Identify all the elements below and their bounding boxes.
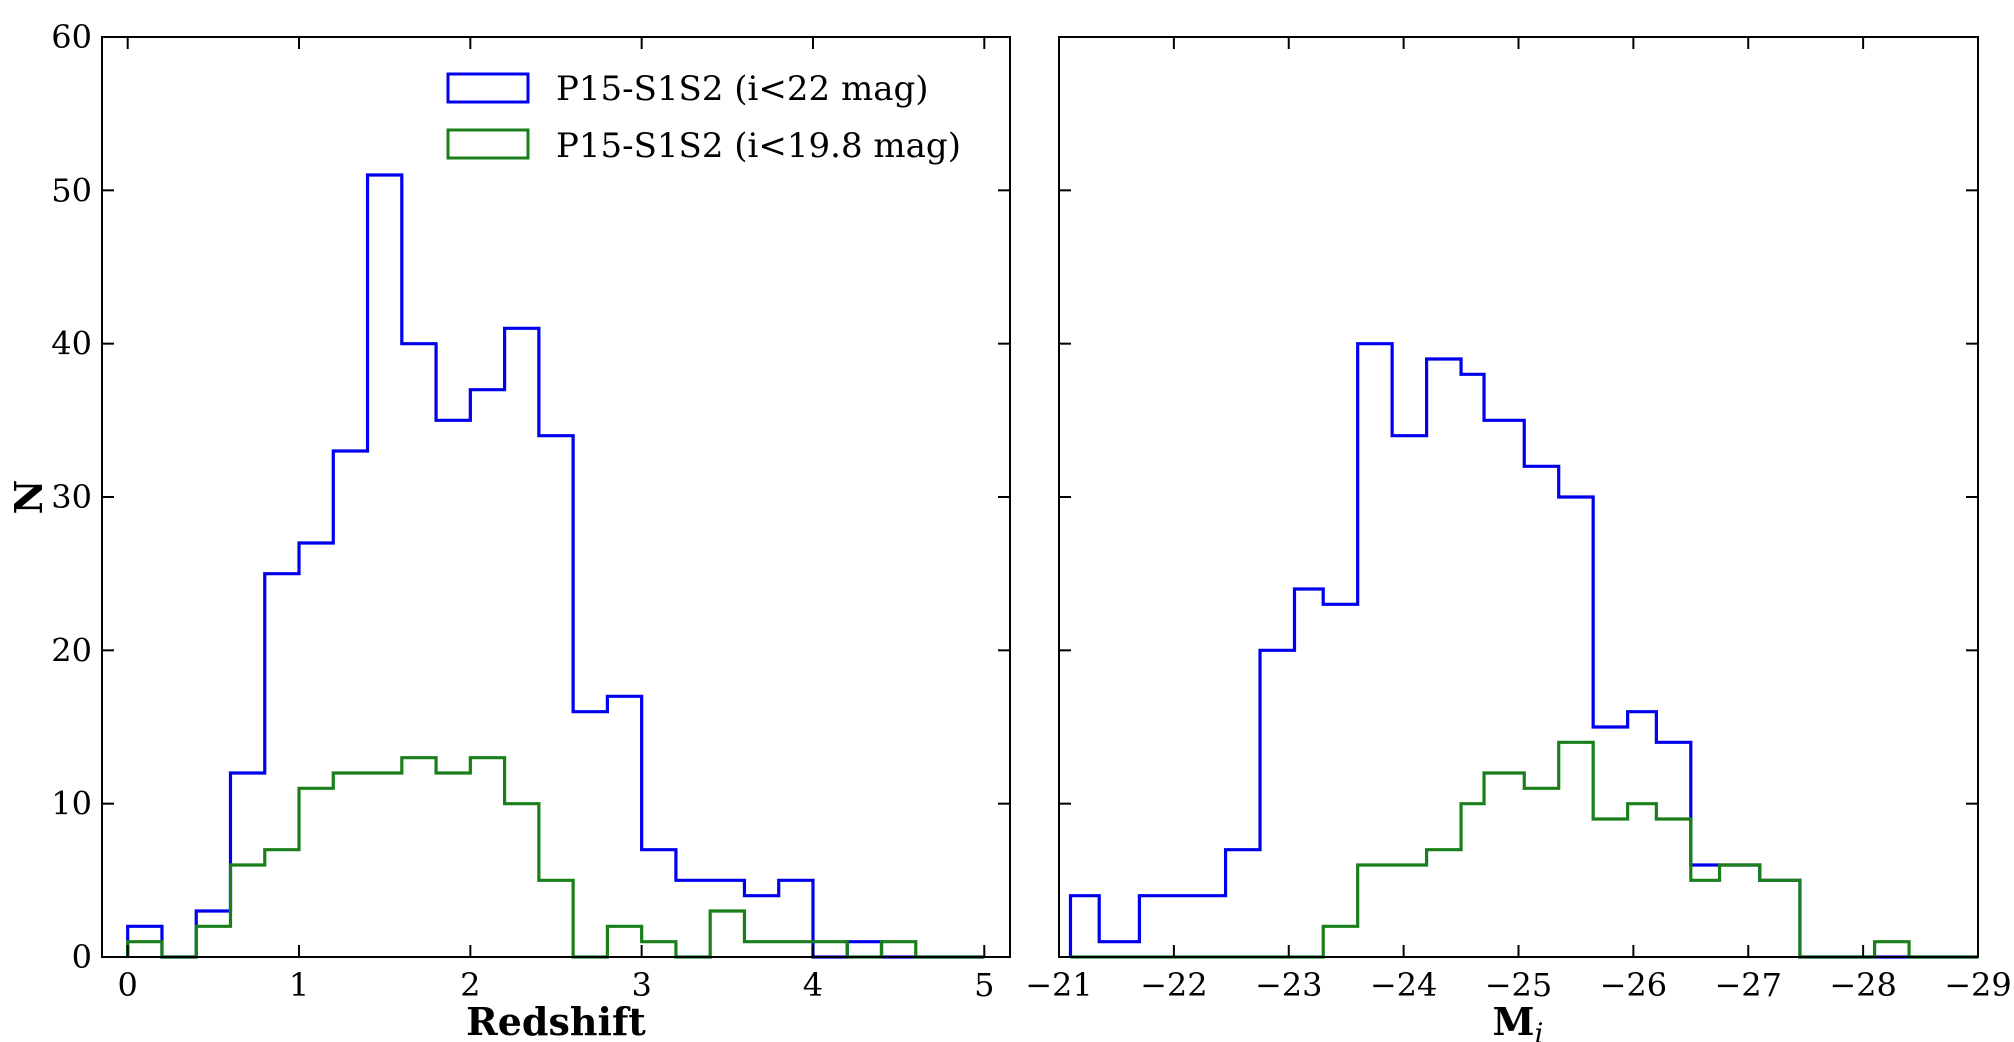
y-axis-title: N [6,480,51,515]
y-tick-label: 10 [51,785,92,823]
left-series-group [126,173,985,959]
left-x-tick-label: 3 [631,966,651,1004]
right-ticks-group: −21 −22 −23 −24 −25 −26 −27 −28 −29 [1025,36,2012,1004]
right-x-axis-title-subscript: i [1535,1017,1544,1042]
left-x-tick-label: 0 [118,966,138,1004]
legend-swatch-i22 [446,72,530,104]
y-tick-label: 0 [72,938,92,976]
left-series-i19-8-step [126,756,985,959]
y-tick-label: 60 [51,18,92,56]
left-series-i22-step [126,173,985,959]
left-x-tick-label: 1 [289,966,309,1004]
right-x-tick-label: −21 [1025,966,1093,1004]
right-x-tick-label: −25 [1485,966,1553,1004]
right-x-tick-label: −28 [1829,966,1897,1004]
legend-label-i19-8: P15-S1S2 (i<19.8 mag) [556,126,961,166]
right-x-tick-label: −26 [1600,966,1668,1004]
legend-swatch-i19-8 [446,128,530,160]
right-x-axis-title: Mi [1492,999,1543,1042]
right-series-i22-step [1068,342,1978,959]
right-series-group [1068,342,1978,959]
left-axes-frame [101,36,1011,958]
y-tick-label: 20 [51,631,92,669]
right-x-axis-title-main: M [1492,999,1534,1042]
right-x-tick-label: −23 [1255,966,1323,1004]
right-series-i19-8-step [1070,740,1978,959]
y-tick-label: 40 [51,325,92,363]
y-tick-label: 50 [51,171,92,209]
right-panel-magnitude-histogram: −21 −22 −23 −24 −25 −26 −27 −28 −29 Mi [1025,36,2012,1042]
left-x-axis-title: Redshift [466,999,646,1042]
y-tick-label: 30 [51,478,92,516]
left-x-tick-label: 2 [460,966,480,1004]
left-x-tick-label: 4 [803,966,823,1004]
right-x-tick-label: −29 [1944,966,2012,1004]
left-x-tick-label: 5 [974,966,994,1004]
right-axes-frame [1058,36,1979,958]
legend-label-i22: P15-S1S2 (i<22 mag) [556,69,929,109]
legend: P15-S1S2 (i<22 mag) P15-S1S2 (i<19.8 mag… [446,69,961,166]
right-x-tick-label: −22 [1140,966,1208,1004]
right-x-tick-label: −24 [1370,966,1438,1004]
right-x-tick-label: −27 [1714,966,1782,1004]
